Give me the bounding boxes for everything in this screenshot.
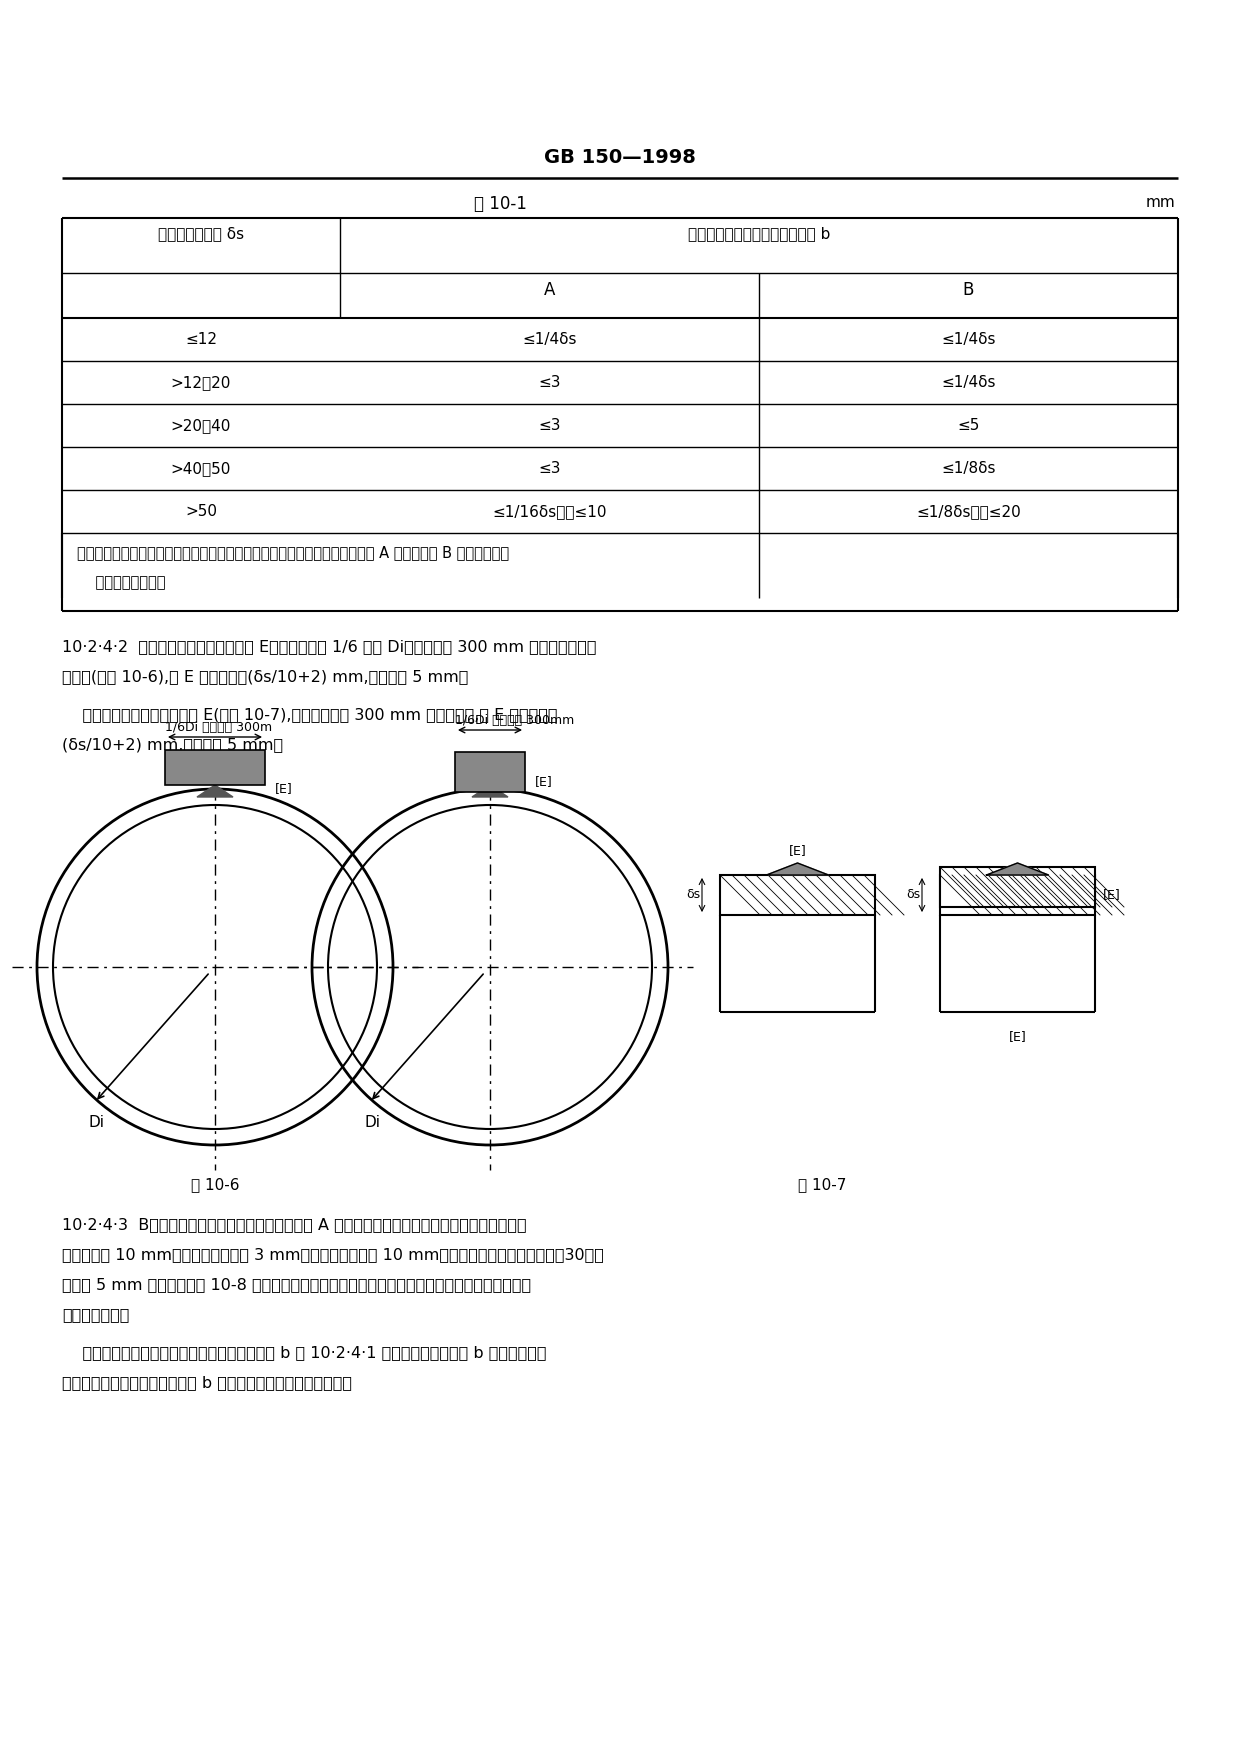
Text: [E]: [E] [789, 844, 806, 857]
Text: 注：球形封头与圆筒连接的环向接头以及嵌入式接管与圆筒或封头对接连接的 A 类接头，按 B 类焊接接头的: 注：球形封头与圆筒连接的环向接头以及嵌入式接管与圆筒或封头对接连接的 A 类接头… [77, 545, 510, 561]
Text: [E]: [E] [534, 776, 553, 788]
Text: A: A [544, 280, 556, 300]
Bar [455, 752, 525, 792]
Text: Di: Di [89, 1114, 105, 1130]
Text: Di: Di [365, 1114, 379, 1130]
Text: B: B [962, 280, 975, 300]
Bar [940, 867, 1095, 908]
Text: >20～40: >20～40 [171, 419, 231, 433]
Text: 样板: 样板 [207, 760, 223, 774]
Text: ≤1/8δs: ≤1/8δs [941, 461, 996, 477]
Text: [E]: [E] [1008, 1030, 1027, 1042]
Text: ≤1/4δs: ≤1/4δs [522, 331, 577, 347]
Text: mm: mm [1146, 194, 1176, 210]
Polygon shape [472, 785, 508, 797]
Text: 样板: 样板 [481, 766, 498, 780]
Text: 10·2·4·3  B类焊接接头以及圆筒与球形封头相连的 A 类焊接接头，当两侧锂材厚度不等时，若薄板: 10·2·4·3 B类焊接接头以及圆筒与球形封头相连的 A 类焊接接头，当两侧锂… [62, 1218, 527, 1232]
Text: 厚度不大于 10 mm，两板厚度差超过 3 mm；若薄板厚度大于 10 mm，两板厚度差大于薄板厚度的30％，: 厚度不大于 10 mm，两板厚度差超过 3 mm；若薄板厚度大于 10 mm，两… [62, 1247, 604, 1261]
Text: 按焊接接头类别划分对口错边量 b: 按焊接接头类别划分对口错边量 b [688, 226, 831, 242]
Text: ≤1/8δs，且≤20: ≤1/8δs，且≤20 [916, 505, 1021, 519]
Text: 边缘焊成方面。: 边缘焊成方面。 [62, 1307, 129, 1323]
Bar [720, 874, 875, 915]
Text: δs: δs [686, 888, 701, 902]
Text: ≤3: ≤3 [538, 375, 560, 391]
Polygon shape [197, 785, 233, 797]
Text: ≤1/4δs: ≤1/4δs [941, 331, 996, 347]
Text: [E]: [E] [1104, 888, 1121, 902]
Text: ≤12: ≤12 [185, 331, 217, 347]
Text: >12～20: >12～20 [171, 375, 231, 391]
Text: >40～50: >40～50 [171, 461, 231, 477]
Text: ≤1/4δs: ≤1/4δs [941, 375, 996, 391]
Text: (δs/10+2) mm,且不大于 5 mm。: (δs/10+2) mm,且不大于 5 mm。 [62, 738, 283, 752]
Polygon shape [987, 864, 1049, 874]
Text: ≤1/16δs，且≤10: ≤1/16δs，且≤10 [492, 505, 606, 519]
Text: 10·2·4·2  在焊接接头环向形成的棱角 E，用弦长等于 1/6 内径 Di，且不小于 300 mm 的内样板或外样: 10·2·4·2 在焊接接头环向形成的棱角 E，用弦长等于 1/6 内径 Di，… [62, 639, 596, 653]
Text: δs: δs [906, 888, 920, 902]
Text: 或超过 5 mm 时，均应按图 10-8 的要求单面或双面削薄板边缘，或按同样要求采用堆焊方法将薄板: 或超过 5 mm 时，均应按图 10-8 的要求单面或双面削薄板边缘，或按同样要… [62, 1277, 531, 1291]
Text: 对口错边量要求。: 对口错边量要求。 [77, 575, 165, 590]
Text: ≤5: ≤5 [957, 419, 980, 433]
Text: 1/6Di 且不小于 300mm: 1/6Di 且不小于 300mm [455, 715, 574, 727]
Text: 当两板厚度差小于上列数值时，则对口错边量 b 按 10·2·4·1 要求，且对口错边量 b 以较薄板厚度: 当两板厚度差小于上列数值时，则对口错边量 b 按 10·2·4·1 要求，且对口… [62, 1346, 547, 1360]
Text: 图 10-7: 图 10-7 [799, 1177, 847, 1191]
Polygon shape [766, 864, 828, 874]
Text: 板检查(见图 10-6),其 E 値不得大于(δs/10+2) mm,且不大于 5 mm。: 板检查(见图 10-6),其 E 値不得大于(δs/10+2) mm,且不大于 … [62, 669, 469, 683]
Text: 图 10-6: 图 10-6 [191, 1177, 239, 1191]
Text: [E]: [E] [275, 783, 293, 795]
Text: 1/6Di 且不小于 300m: 1/6Di 且不小于 300m [165, 722, 272, 734]
Text: 为基准确定。在测量对口错边量 b 时，不应计入两板厚度的差値。: 为基准确定。在测量对口错边量 b 时，不应计入两板厚度的差値。 [62, 1375, 352, 1389]
Text: ≤3: ≤3 [538, 461, 560, 477]
Bar [940, 874, 1095, 915]
Bar [165, 750, 265, 785]
Text: GB 150—1998: GB 150—1998 [544, 147, 696, 166]
Text: 在焊接接头轴向形成的棱角 E(见图 10-7),用长度不小于 300 mm 的直尺检查,其 E 値不得大于: 在焊接接头轴向形成的棱角 E(见图 10-7),用长度不小于 300 mm 的直… [62, 708, 558, 722]
Text: 对口处锂材厚度 δs: 对口处锂材厚度 δs [157, 226, 244, 242]
Text: ≤3: ≤3 [538, 419, 560, 433]
Text: 表 10-1: 表 10-1 [474, 194, 527, 214]
Text: >50: >50 [185, 505, 217, 519]
